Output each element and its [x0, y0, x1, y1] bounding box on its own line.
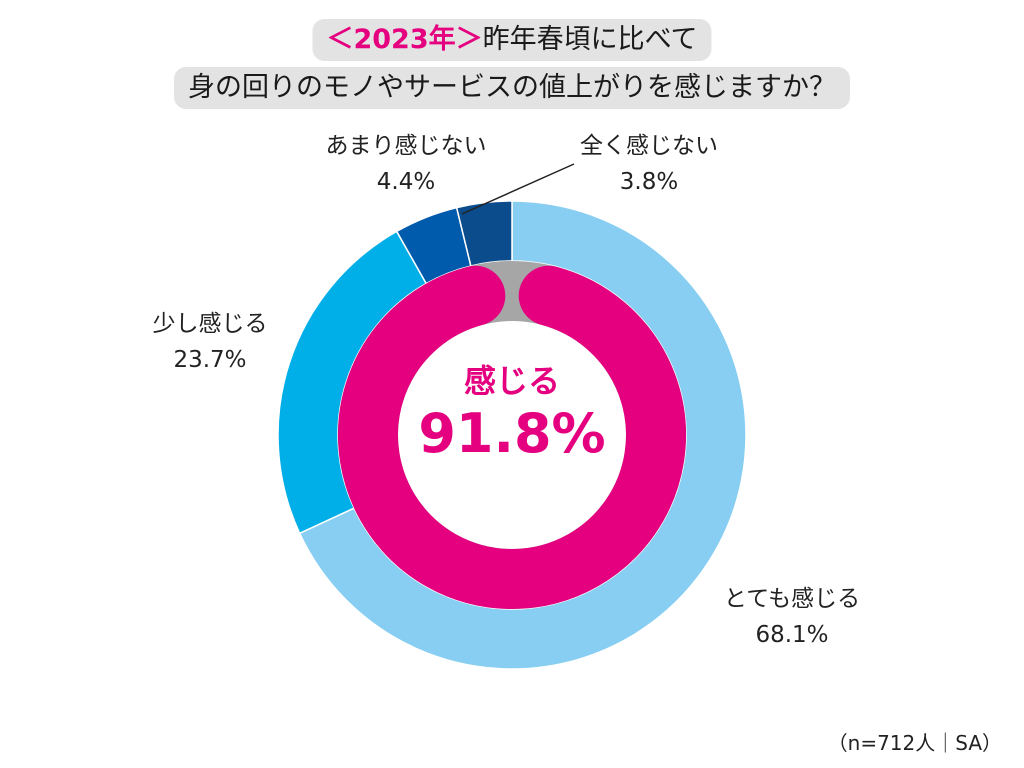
label-amari-name: あまり感じない [325, 133, 487, 159]
label-totemo: とても感じる 68.1% [703, 581, 881, 653]
label-zenzen: 全く感じない 3.8% [564, 128, 734, 200]
label-totemo-name: とても感じる [723, 586, 861, 612]
label-amari: あまり感じない 4.4% [310, 128, 502, 200]
label-amari-value: 4.4% [376, 169, 436, 195]
inner-ring [338, 261, 686, 609]
sample-note: （n=712人｜SA） [827, 731, 1002, 755]
inner-segment-kanjiru [338, 265, 686, 609]
label-sukoshi: 少し感じる 23.7% [133, 306, 287, 378]
label-zenzen-value: 3.8% [619, 169, 679, 195]
label-sukoshi-name: 少し感じる [152, 311, 268, 337]
leader-line-zenzen [461, 163, 575, 215]
label-sukoshi-value: 23.7% [173, 347, 247, 373]
center-value: 91.8% [418, 402, 605, 465]
title-year-highlight: ＜2023年＞ [326, 24, 483, 55]
center-label: 感じる [464, 362, 560, 400]
label-zenzen-name: 全く感じない [580, 133, 718, 159]
chart-title-line-2: 身の回りのモノやサービスの値上がりを感じますか？ [174, 67, 850, 109]
chart-title-line-1: ＜2023年＞昨年春頃に比べて [312, 19, 712, 61]
label-totemo-value: 68.1% [755, 622, 829, 648]
title-line-1-text: 昨年春頃に比べて [482, 24, 698, 55]
